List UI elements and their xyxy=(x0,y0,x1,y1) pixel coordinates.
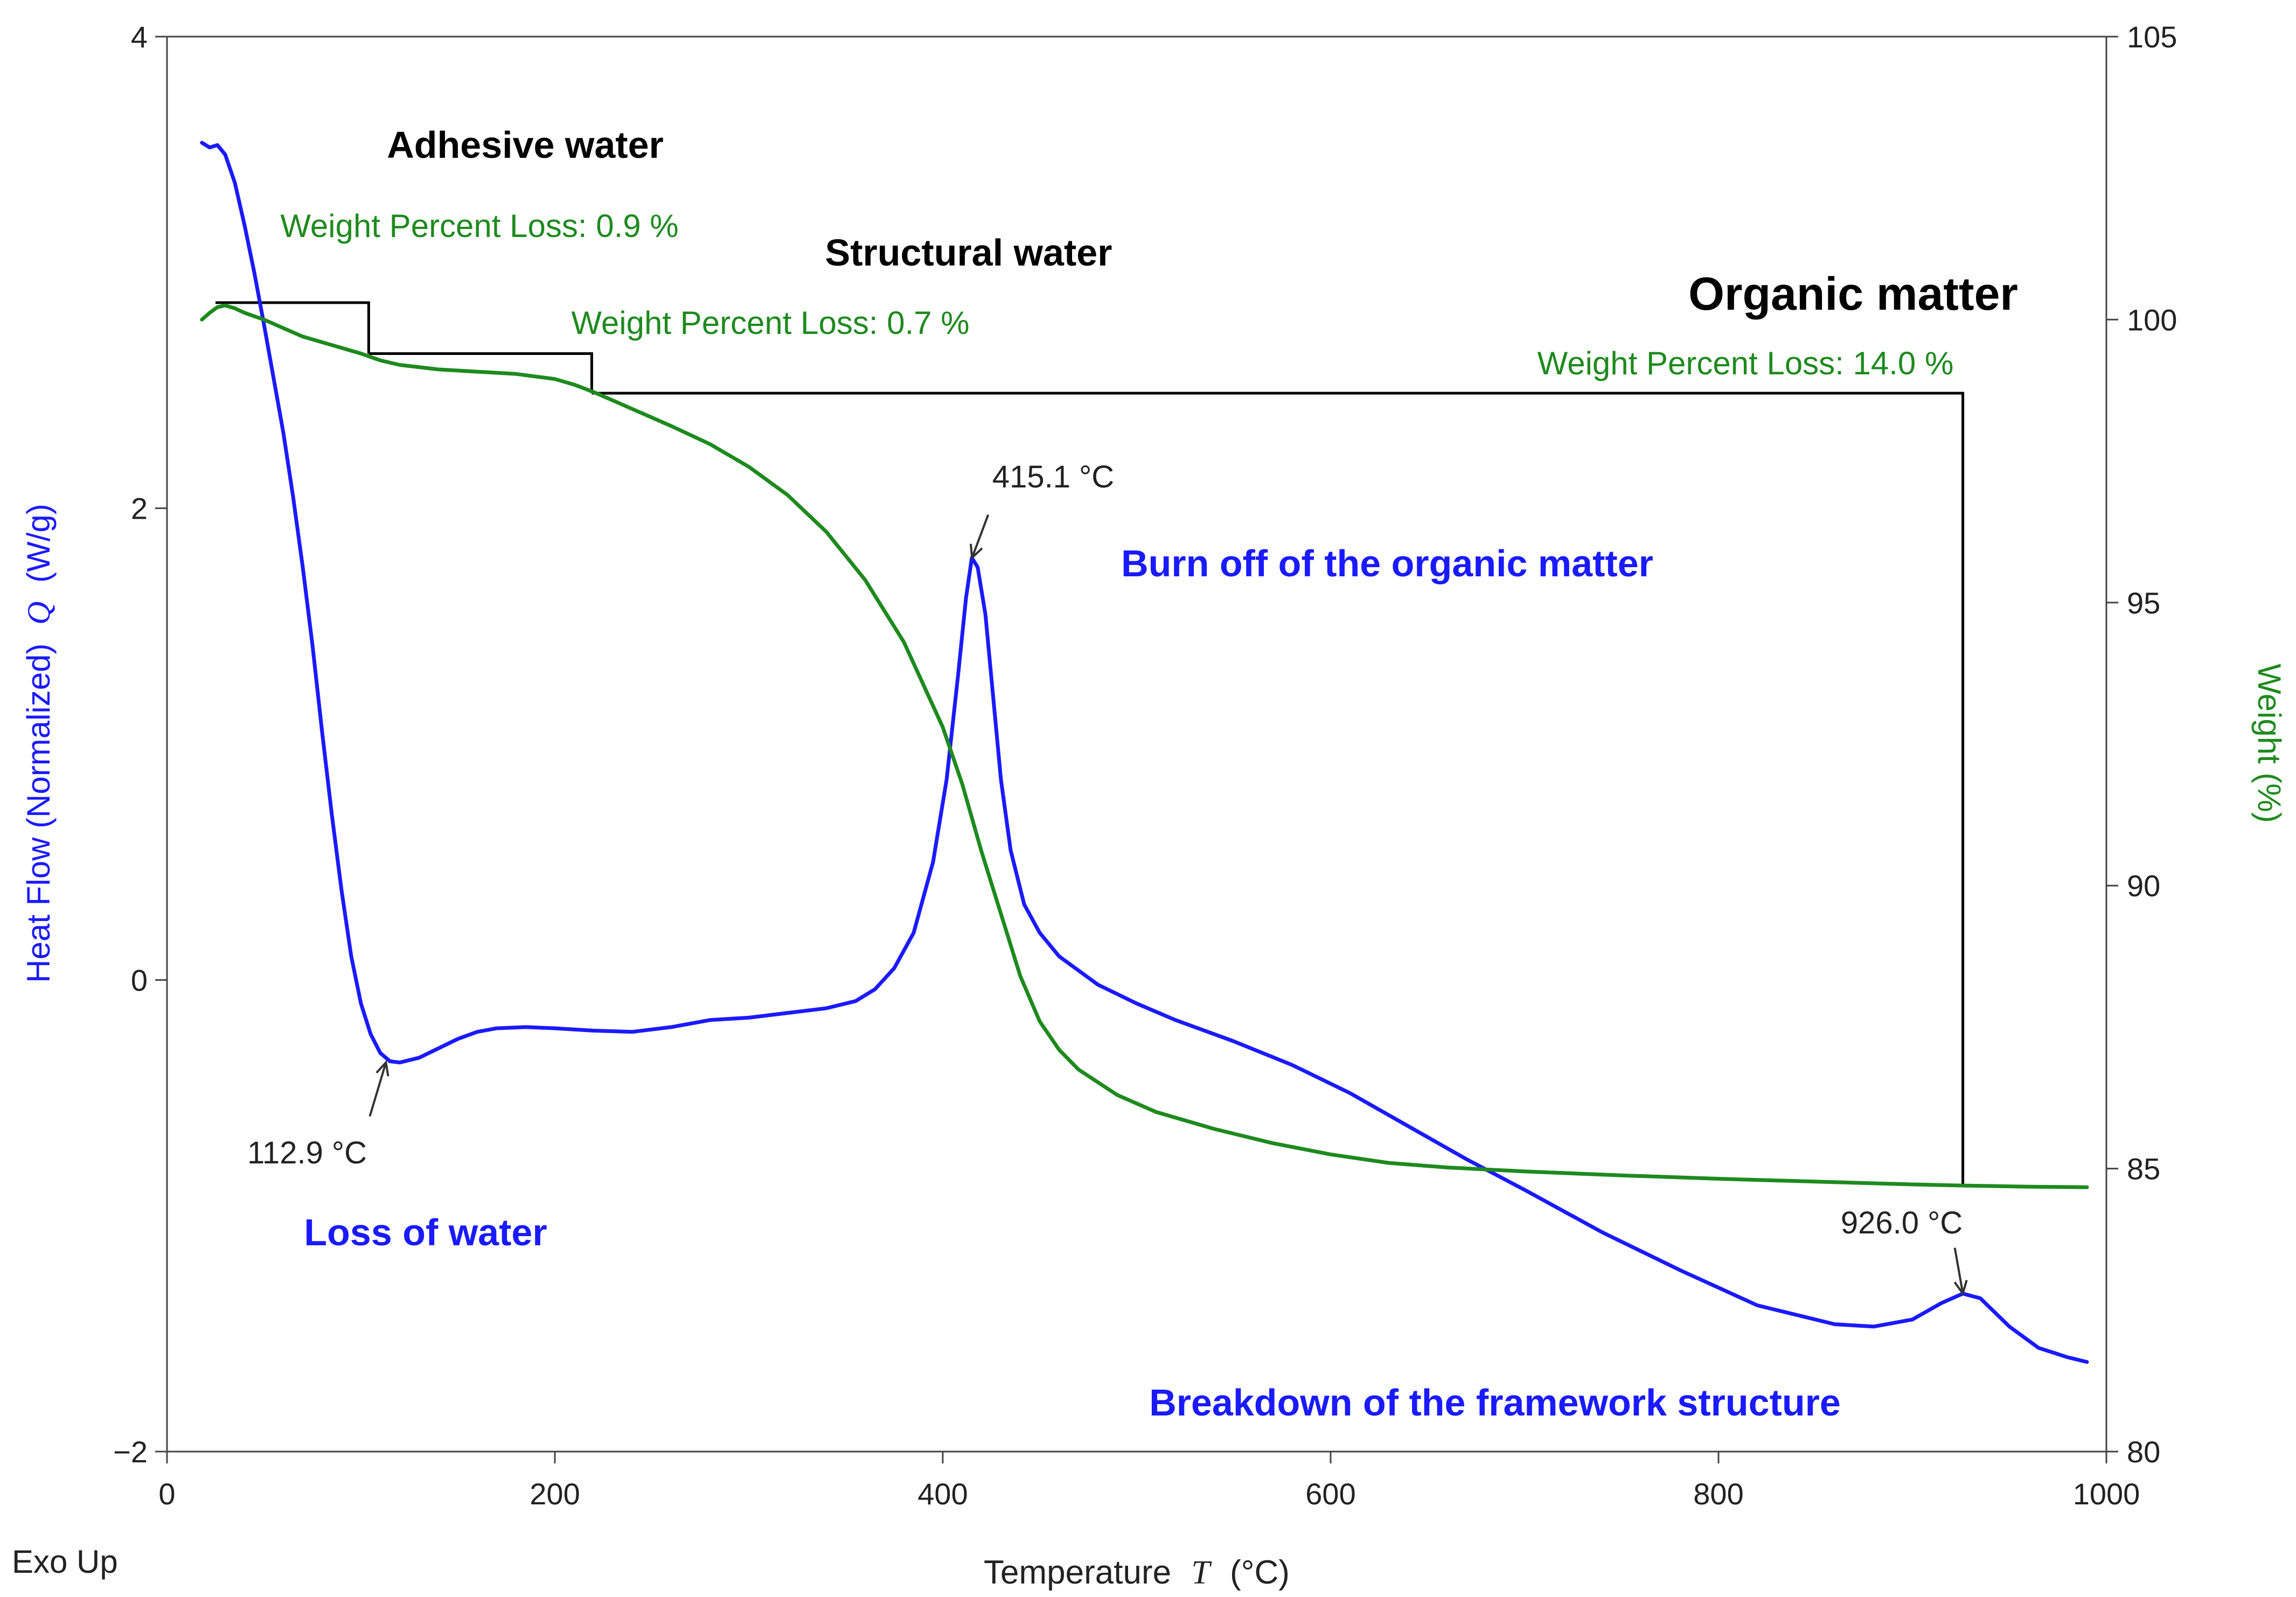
weight-loss-step-1 xyxy=(215,301,370,354)
peak-arrow xyxy=(1953,1247,1964,1294)
region-label: Structural water xyxy=(825,232,1112,274)
peak-arrow xyxy=(971,514,990,559)
weight-loss-label: Weight Percent Loss: 0.7 % xyxy=(571,305,969,341)
y-right-tick-label: 105 xyxy=(2127,20,2177,54)
y-right-tick-label: 100 xyxy=(2127,303,2177,337)
y-left-tick-label: −2 xyxy=(113,1435,148,1469)
y-left-tick-label: 0 xyxy=(131,963,148,997)
y-axis-left-title: Heat Flow (Normalized) Q (W/g) xyxy=(20,504,57,982)
x-tick-label: 600 xyxy=(1305,1477,1355,1511)
peak-arrowhead xyxy=(1953,1280,1968,1296)
x-tick-label: 400 xyxy=(917,1477,968,1511)
exo-up-label: Exo Up xyxy=(12,1544,118,1580)
y-right-tick-label: 80 xyxy=(2127,1435,2160,1469)
weight-loss-label: Weight Percent Loss: 14.0 % xyxy=(1537,345,1954,381)
x-tick-label: 800 xyxy=(1693,1477,1743,1511)
x-axis-title: Temperature T (°C) xyxy=(984,1554,1290,1591)
peak-arrowhead xyxy=(969,543,983,560)
weight-loss-step-3 xyxy=(592,392,1965,1186)
weight-loss-step-2 xyxy=(368,352,593,394)
plot-frame xyxy=(166,36,2107,1453)
peak-arrow xyxy=(368,1062,387,1117)
region-label: Burn off of the organic matter xyxy=(1121,542,1653,584)
y-right-tick-label: 90 xyxy=(2127,869,2160,903)
weight-loss-label: Weight Percent Loss: 0.9 % xyxy=(280,208,678,244)
y-left-tick-label: 2 xyxy=(131,492,148,526)
region-label: Breakdown of the framework structure xyxy=(1149,1382,1841,1424)
region-label: Loss of water xyxy=(304,1211,547,1253)
x-tick-label: 0 xyxy=(158,1477,175,1511)
y-right-tick-label: 85 xyxy=(2127,1152,2160,1186)
peak-label: 926.0 °C xyxy=(1841,1205,1963,1240)
peak-label: 415.1 °C xyxy=(992,459,1114,494)
peak-arrowhead xyxy=(375,1060,389,1077)
region-label: Organic matter xyxy=(1688,268,2018,320)
y-right-tick-label: 95 xyxy=(2127,586,2160,620)
region-label: Adhesive water xyxy=(387,124,664,166)
y-left-tick-label: 4 xyxy=(131,20,148,54)
heat-flow-line xyxy=(200,141,2089,1364)
x-tick-label: 200 xyxy=(530,1477,580,1511)
peak-label: 112.9 °C xyxy=(247,1135,367,1170)
weight-line xyxy=(200,303,2089,1189)
y-axis-right-title: Weight (%) xyxy=(2251,664,2287,823)
x-tick-label: 1000 xyxy=(2073,1477,2140,1511)
